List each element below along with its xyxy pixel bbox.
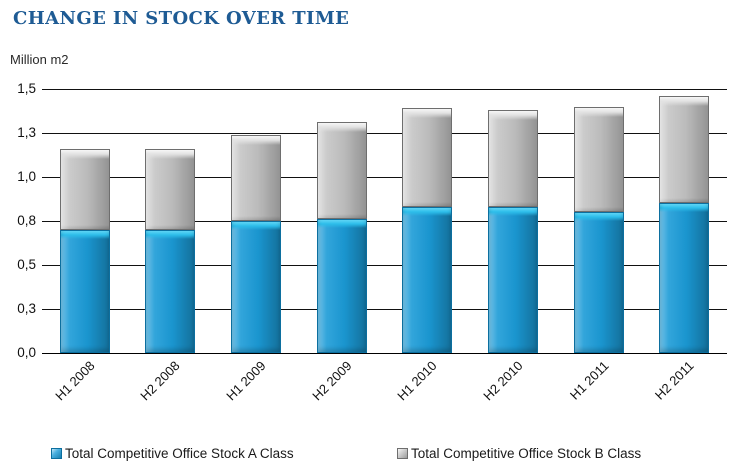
bar-segment-a-class (659, 203, 710, 353)
legend-item-b-class: Total Competitive Office Stock B Class (397, 444, 641, 462)
bar-segment-a-class (145, 229, 196, 353)
a-class-swatch-icon (51, 447, 62, 459)
chart-title: CHANGE IN STOCK OVER TIME (13, 8, 350, 29)
bar-segment-b-class (402, 108, 453, 207)
bar-segment-b-class (573, 106, 624, 213)
legend-label-a-class: Total Competitive Office Stock A Class (65, 445, 294, 461)
gridline (42, 89, 727, 90)
y-axis-tick-label: 0,3 (17, 301, 36, 316)
gridline (42, 133, 727, 134)
bar-segment-a-class (573, 212, 624, 353)
bar-segment-a-class (487, 206, 538, 353)
x-axis-tick-label: H1 2009 (223, 358, 269, 404)
y-axis-tick-label: 1,5 (17, 81, 36, 96)
b-class-swatch-icon (397, 447, 408, 459)
y-axis-tick-label: 0,0 (17, 345, 36, 360)
bar-segment-a-class (231, 221, 282, 353)
x-axis-tick-label: H1 2008 (52, 358, 98, 404)
gridline (42, 309, 727, 310)
y-axis-tick-label: 0,8 (17, 213, 36, 228)
bar-segment-b-class (145, 148, 196, 230)
bar-segment-b-class (659, 96, 710, 204)
x-axis-tick-label: H2 2010 (480, 358, 526, 404)
y-axis-tick-label: 1,0 (17, 169, 36, 184)
plot-area: 1,5 1,3 1,0 0,8 0,5 0,3 0,0 H1 2008 H2 2008 H1 20… (17, 81, 727, 403)
legend-label-b-class: Total Competitive Office Stock B Class (411, 445, 642, 461)
bar-segment-a-class (316, 219, 367, 353)
gridline (42, 265, 727, 266)
legend-item-a-class: Total Competitive Office Stock A Class (51, 444, 294, 462)
y-axis-tick-label: 0,5 (17, 257, 36, 272)
x-axis-tick-label: H1 2010 (394, 358, 440, 404)
bar-segment-b-class (59, 148, 110, 230)
x-axis-tick-label: H1 2011 (566, 358, 612, 403)
y-axis-units-label: Million m2 (10, 52, 69, 67)
bar-segment-a-class (402, 206, 453, 353)
y-axis-tick-label: 1,3 (17, 125, 36, 140)
gridline (42, 177, 727, 178)
gridline (42, 221, 727, 222)
x-axis-tick-label: H2 2009 (308, 358, 355, 404)
x-axis-tick-label: H2 2011 (652, 358, 697, 403)
bar-segment-a-class (59, 229, 110, 353)
bar-segment-b-class (231, 134, 282, 221)
bar-segment-b-class (316, 122, 367, 220)
x-axis-baseline (42, 353, 727, 354)
bar-segment-b-class (487, 110, 538, 207)
x-axis-tick-label: H2 2008 (137, 358, 184, 404)
